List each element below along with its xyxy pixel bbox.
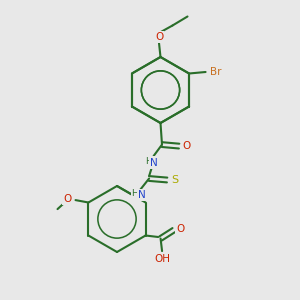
Text: N: N xyxy=(150,158,158,168)
Text: O: O xyxy=(63,194,71,204)
Text: H: H xyxy=(132,189,138,198)
Text: Br: Br xyxy=(210,67,221,77)
Text: H: H xyxy=(145,157,152,166)
Text: N: N xyxy=(138,190,146,200)
Text: OH: OH xyxy=(154,254,170,264)
Text: O: O xyxy=(177,224,185,234)
Text: S: S xyxy=(171,175,178,185)
Text: O: O xyxy=(155,32,163,42)
Text: O: O xyxy=(182,141,191,151)
